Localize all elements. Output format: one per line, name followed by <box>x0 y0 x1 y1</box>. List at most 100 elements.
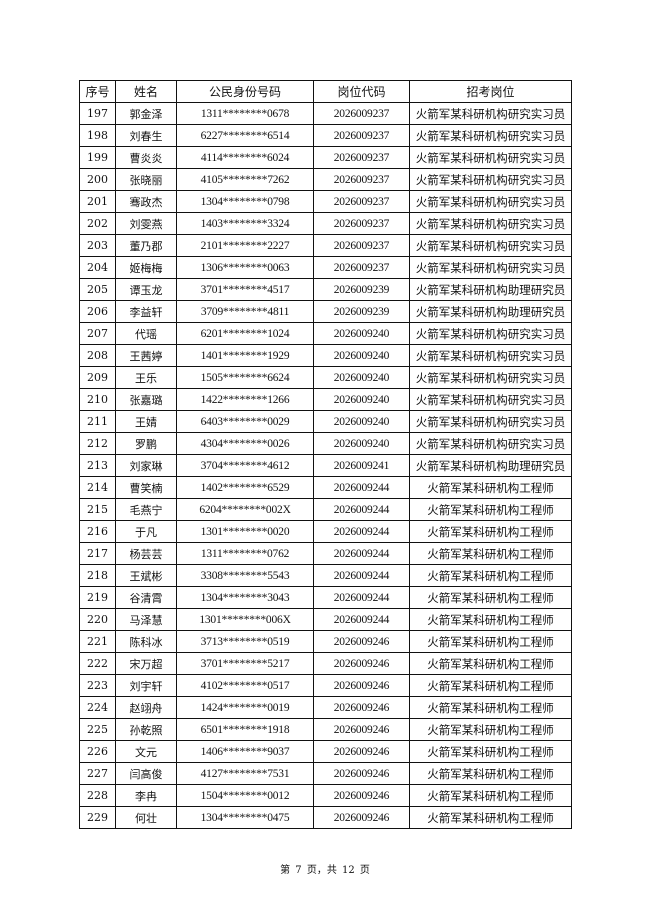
cell-post-code: 2026009240 <box>313 388 410 411</box>
cell-post-code: 2026009237 <box>313 234 410 257</box>
cell-serial: 218 <box>79 564 116 587</box>
cell-post: 火箭军某科研机构研究实习员 <box>409 322 572 345</box>
cell-serial: 226 <box>79 740 116 763</box>
cell-serial: 205 <box>79 278 116 301</box>
table-body: 197 郭金泽 1311********0678 2026009237 火箭军某科研机构… <box>79 102 572 829</box>
cell-post-code: 2026009244 <box>313 564 410 587</box>
cell-post: 火箭军某科研机构助理研究员 <box>409 454 572 477</box>
cell-id-number: 3308********5543 <box>176 564 314 587</box>
cell-serial: 227 <box>79 762 116 785</box>
cell-post-code: 2026009244 <box>313 498 410 521</box>
table-row: 208 王茜婷 1401********1929 2026009240 火箭军某科研机构… <box>79 344 572 367</box>
cell-id-number: 1301********0020 <box>176 520 314 543</box>
cell-post: 火箭军某科研机构工程师 <box>409 762 572 785</box>
table-row: 205 谭玉龙 3701********4517 2026009239 火箭军某科研机构… <box>79 278 572 301</box>
cell-name: 张晓丽 <box>115 168 177 191</box>
cell-id-number: 1402********6529 <box>176 476 314 499</box>
cell-post-code: 2026009246 <box>313 806 410 829</box>
cell-post: 火箭军某科研机构工程师 <box>409 476 572 499</box>
cell-id-number: 4105********7262 <box>176 168 314 191</box>
cell-post-code: 2026009237 <box>313 256 410 279</box>
cell-post-code: 2026009237 <box>313 124 410 147</box>
cell-post-code: 2026009246 <box>313 696 410 719</box>
cell-post-code: 2026009237 <box>313 190 410 213</box>
table-row: 202 刘雯燕 1403********3324 2026009237 火箭军某科研机构… <box>79 212 572 235</box>
cell-id-number: 1311********0762 <box>176 542 314 565</box>
cell-id-number: 3701********5217 <box>176 652 314 675</box>
cell-post: 火箭军某科研机构工程师 <box>409 806 572 829</box>
table-row: 199 曹炎炎 4114********6024 2026009237 火箭军某科研机构… <box>79 146 572 169</box>
cell-serial: 210 <box>79 388 116 411</box>
table-row: 214 曹笑楠 1402********6529 2026009244 火箭军某科研机构… <box>79 476 572 499</box>
cell-post-code: 2026009246 <box>313 630 410 653</box>
cell-name: 孙乾照 <box>115 718 177 741</box>
cell-post: 火箭军某科研机构研究实习员 <box>409 366 572 389</box>
cell-serial: 228 <box>79 784 116 807</box>
cell-id-number: 1403********3324 <box>176 212 314 235</box>
page-number: 第 7 页，共 12 页 <box>280 865 370 876</box>
cell-name: 谷清霄 <box>115 586 177 609</box>
cell-post: 火箭军某科研机构研究实习员 <box>409 344 572 367</box>
cell-name: 罗鹏 <box>115 432 177 455</box>
cell-id-number: 4127********7531 <box>176 762 314 785</box>
table-row: 224 赵翊舟 1424********0019 2026009246 火箭军某科研机构… <box>79 696 572 719</box>
table-row: 220 马泽慧 1301********006X 2026009244 火箭军某科研机构… <box>79 608 572 631</box>
cell-post-code: 2026009239 <box>313 278 410 301</box>
cell-id-number: 1505********6624 <box>176 366 314 389</box>
cell-name: 刘宇轩 <box>115 674 177 697</box>
candidate-table: 序号 姓名 公民身份号码 岗位代码 招考岗位 197 郭金泽 1311*******… <box>79 80 572 829</box>
cell-name: 马泽慧 <box>115 608 177 631</box>
cell-post-code: 2026009237 <box>313 102 410 125</box>
cell-id-number: 3713********0519 <box>176 630 314 653</box>
cell-name: 刘家琳 <box>115 454 177 477</box>
cell-id-number: 1504********0012 <box>176 784 314 807</box>
table-row: 198 刘春生 6227********6514 2026009237 火箭军某科研机构… <box>79 124 572 147</box>
table-row: 218 王斌彬 3308********5543 2026009244 火箭军某科研机构… <box>79 564 572 587</box>
cell-name: 于凡 <box>115 520 177 543</box>
cell-post-code: 2026009240 <box>313 344 410 367</box>
cell-id-number: 2101********2227 <box>176 234 314 257</box>
cell-name: 姬梅梅 <box>115 256 177 279</box>
cell-post-code: 2026009246 <box>313 784 410 807</box>
table-header-row: 序号 姓名 公民身份号码 岗位代码 招考岗位 <box>79 80 572 103</box>
table-row: 222 宋万超 3701********5217 2026009246 火箭军某科研机构… <box>79 652 572 675</box>
cell-serial: 213 <box>79 454 116 477</box>
cell-post: 火箭军某科研机构研究实习员 <box>409 234 572 257</box>
cell-post-code: 2026009237 <box>313 212 410 235</box>
cell-post: 火箭军某科研机构工程师 <box>409 498 572 521</box>
cell-post-code: 2026009237 <box>313 146 410 169</box>
table-row: 203 董乃郡 2101********2227 2026009237 火箭军某科研机构… <box>79 234 572 257</box>
cell-name: 代瑶 <box>115 322 177 345</box>
cell-name: 王婧 <box>115 410 177 433</box>
cell-serial: 219 <box>79 586 116 609</box>
cell-id-number: 6204********002X <box>176 498 314 521</box>
cell-serial: 211 <box>79 410 116 433</box>
cell-post: 火箭军某科研机构研究实习员 <box>409 432 572 455</box>
cell-post: 火箭军某科研机构工程师 <box>409 564 572 587</box>
cell-id-number: 1306********0063 <box>176 256 314 279</box>
cell-id-number: 6403********0029 <box>176 410 314 433</box>
cell-post: 火箭军某科研机构研究实习员 <box>409 212 572 235</box>
cell-post-code: 2026009240 <box>313 366 410 389</box>
cell-serial: 225 <box>79 718 116 741</box>
cell-post-code: 2026009246 <box>313 652 410 675</box>
header-post-code: 岗位代码 <box>313 80 410 103</box>
table-row: 210 张嘉璐 1422********1266 2026009240 火箭军某科研机构… <box>79 388 572 411</box>
cell-id-number: 1424********0019 <box>176 696 314 719</box>
table-row: 226 文元 1406********9037 2026009246 火箭军某科研机构工… <box>79 740 572 763</box>
table-row: 229 何壮 1304********0475 2026009246 火箭军某科研机构工… <box>79 806 572 829</box>
table-row: 209 王乐 1505********6624 2026009240 火箭军某科研机构研… <box>79 366 572 389</box>
cell-post: 火箭军某科研机构研究实习员 <box>409 410 572 433</box>
cell-id-number: 1304********0475 <box>176 806 314 829</box>
cell-post: 火箭军某科研机构工程师 <box>409 718 572 741</box>
cell-name: 陈科冰 <box>115 630 177 653</box>
cell-serial: 223 <box>79 674 116 697</box>
cell-name: 王茜婷 <box>115 344 177 367</box>
table-row: 212 罗鹏 4304********0026 2026009240 火箭军某科研机构研… <box>79 432 572 455</box>
cell-post: 火箭军某科研机构工程师 <box>409 520 572 543</box>
cell-serial: 201 <box>79 190 116 213</box>
cell-id-number: 6201********1024 <box>176 322 314 345</box>
table-row: 217 杨芸芸 1311********0762 2026009244 火箭军某科研机构… <box>79 542 572 565</box>
cell-serial: 209 <box>79 366 116 389</box>
cell-name: 曹笑楠 <box>115 476 177 499</box>
